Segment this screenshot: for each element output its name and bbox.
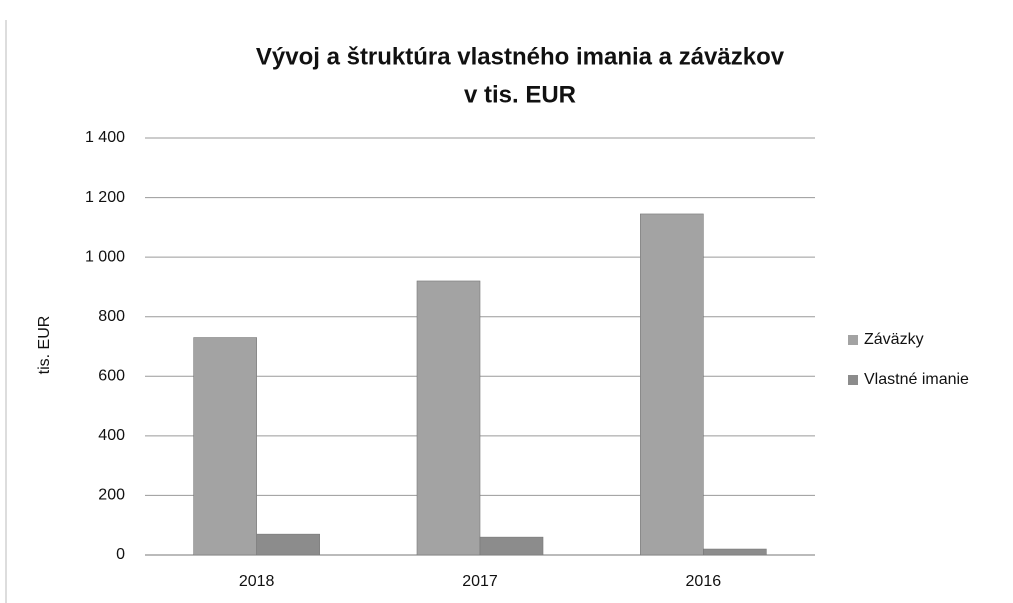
bar: [416, 280, 481, 556]
legend-label: Vlastné imanie: [864, 371, 969, 388]
legend-swatch: [848, 375, 858, 385]
y-tick-label: 600: [98, 368, 125, 385]
x-tick-label: 2018: [239, 573, 275, 590]
x-tick-label: 2017: [462, 573, 498, 590]
y-tick-label: 200: [98, 487, 125, 504]
y-axis-label: tis. EUR: [36, 316, 53, 375]
bar: [640, 213, 704, 556]
y-tick-label: 0: [116, 546, 125, 563]
bar: [703, 548, 767, 556]
bar: [193, 337, 257, 556]
y-tick-label: 1 000: [85, 248, 125, 265]
x-tick-label: 2016: [686, 573, 722, 590]
legend-label: Záväzky: [864, 331, 924, 348]
bar: [256, 533, 320, 556]
chart-title: v tis. EUR: [464, 81, 576, 108]
y-tick-label: 1 200: [85, 189, 125, 206]
chart-title: Vývoj a štruktúra vlastného imania a záv…: [256, 43, 785, 70]
legend-swatch: [848, 335, 858, 345]
y-tick-label: 400: [98, 427, 125, 444]
y-tick-label: 800: [98, 308, 125, 325]
y-tick-label: 1 400: [85, 129, 125, 146]
bar: [479, 536, 544, 556]
